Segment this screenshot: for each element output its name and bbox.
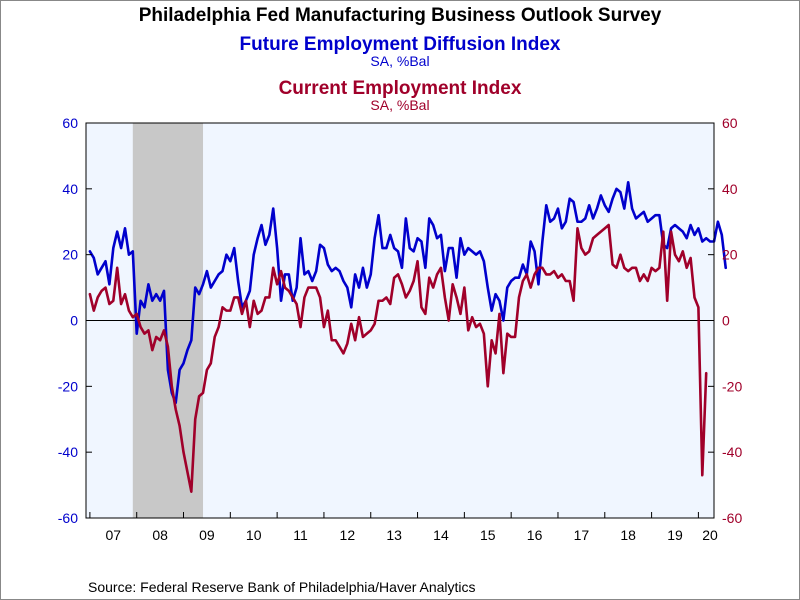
left-y-tick-label: 60 [62,115,78,131]
right-y-tick-label: 40 [722,181,738,197]
right-y-tick-label: 60 [722,115,738,131]
left-y-tick-label: -20 [58,378,78,394]
x-tick-label: 20 [702,527,718,543]
x-tick-label: 18 [620,527,636,543]
x-tick-label: 11 [293,527,308,543]
x-tick-label: 19 [667,527,683,543]
current-series-title: Current Employment Index [279,78,522,99]
current-series-unit: SA, %Bal [370,97,429,113]
right-y-tick-label: -60 [722,510,742,526]
x-tick-label: 13 [386,527,402,543]
x-tick-label: 14 [433,527,449,543]
right-y-tick-label: 20 [722,247,738,263]
x-tick-label: 15 [480,527,496,543]
chart-title: Philadelphia Fed Manufacturing Business … [139,5,662,26]
axes: 60 40 20 0 -20 -40 -60 60 40 20 0 -20 -40 -60 07 08 09 10… [58,115,743,543]
future-employment-line [88,180,728,405]
left-y-tick-label: 20 [62,247,78,263]
x-tick-label: 17 [574,527,590,543]
x-tick-label: 07 [106,527,122,543]
x-tick-label: 16 [527,527,543,543]
x-tick-label: 12 [340,527,356,543]
x-tick-label: 10 [246,527,262,543]
right-y-tick-label: 0 [722,313,730,329]
left-y-tick-label: -60 [58,510,78,526]
plot-area [86,123,728,518]
left-y-tick-label: 0 [70,313,78,329]
right-y-tick-label: -40 [722,444,742,460]
current-employment-line [88,223,708,493]
future-series-unit: SA, %Bal [370,53,429,69]
x-tick-label: 09 [199,527,215,543]
source-note: Source: Federal Reserve Bank of Philadel… [88,579,476,595]
left-y-tick-label: -40 [58,444,78,460]
x-tick-label: 08 [152,527,168,543]
future-series-title: Future Employment Diffusion Index [240,34,561,55]
right-y-tick-label: -20 [722,378,742,394]
left-y-tick-label: 40 [62,181,78,197]
